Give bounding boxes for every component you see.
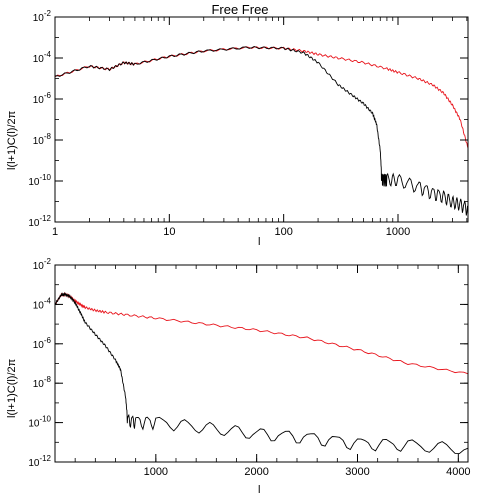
series-line-0 xyxy=(54,46,469,149)
x-tick-label: 4000 xyxy=(446,466,470,478)
y-tick-label: 10-8 xyxy=(33,375,52,390)
y-tick-label: 10-12 xyxy=(28,214,51,229)
y-tick-label: 10-12 xyxy=(28,454,51,469)
x-axis-label-top: l xyxy=(258,236,261,248)
chart-title: Free Free xyxy=(211,2,269,17)
y-tick-label: 10-4 xyxy=(33,50,52,65)
y-tick-label: 10-6 xyxy=(33,336,52,351)
x-tick-label: 1000 xyxy=(144,466,168,478)
x-tick-label: 2000 xyxy=(244,466,268,478)
x-axis-label-bottom: l xyxy=(258,484,261,496)
y-tick-label: 10-10 xyxy=(28,415,51,430)
plot-0: 1 10 100 1000 10-2 10-4 10-6 10-8 10-10 10-12 xyxy=(28,9,469,238)
plot-1: 1000 2000 3000 4000 10-2 10-4 10-6 10-8 10-10 10-… xyxy=(28,257,470,478)
x-tick-label: 100 xyxy=(274,226,292,238)
series-line-1 xyxy=(54,292,469,455)
y-tick-label: 10-2 xyxy=(33,9,52,24)
y-tick-label: 10-6 xyxy=(33,91,52,106)
y-tick-label: 10-8 xyxy=(33,132,52,147)
series-line-1 xyxy=(54,46,469,216)
y-tick-label: 10-2 xyxy=(33,257,52,272)
x-tick-label: 1000 xyxy=(386,226,410,238)
x-tick-label: 3000 xyxy=(345,466,369,478)
y-tick-label: 10-4 xyxy=(33,296,52,311)
x-tick-label: 1 xyxy=(52,226,58,238)
x-tick-label: 10 xyxy=(163,226,175,238)
y-tick-label: 10-10 xyxy=(28,173,51,188)
